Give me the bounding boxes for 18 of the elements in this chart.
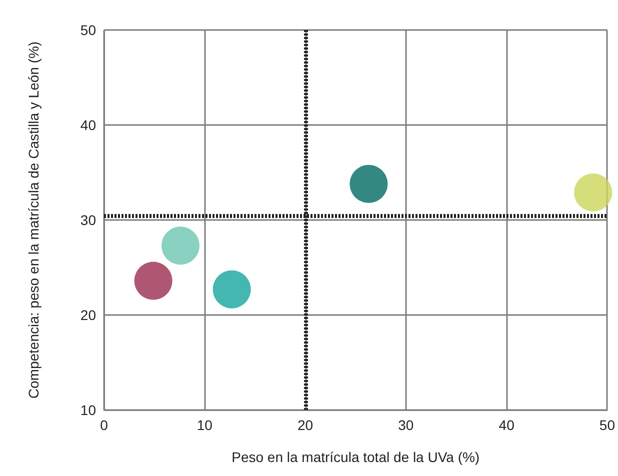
x-tick-label: 0 xyxy=(100,417,108,433)
x-axis-title: Peso en la matrícula total de la UVa (%) xyxy=(232,449,480,465)
point xyxy=(212,270,251,308)
y-tick-label: 40 xyxy=(80,117,96,133)
x-tick-label: 50 xyxy=(599,417,616,433)
point xyxy=(574,173,612,212)
x-tick-label: 30 xyxy=(398,417,414,433)
x-tick-label: 40 xyxy=(498,417,515,433)
y-axis-title: Competencia: peso en la matrícula de Castilla y León (%) xyxy=(26,41,42,399)
point xyxy=(350,164,388,203)
y-tick-label: 50 xyxy=(80,22,96,38)
x-tick-label: 10 xyxy=(196,417,213,433)
x-tick-label: 20 xyxy=(297,417,314,433)
y-tick-label: 20 xyxy=(80,307,96,323)
point xyxy=(162,226,200,265)
y-tick-label: 30 xyxy=(80,212,96,228)
y-tick-label: 10 xyxy=(80,402,96,418)
point xyxy=(134,262,172,300)
